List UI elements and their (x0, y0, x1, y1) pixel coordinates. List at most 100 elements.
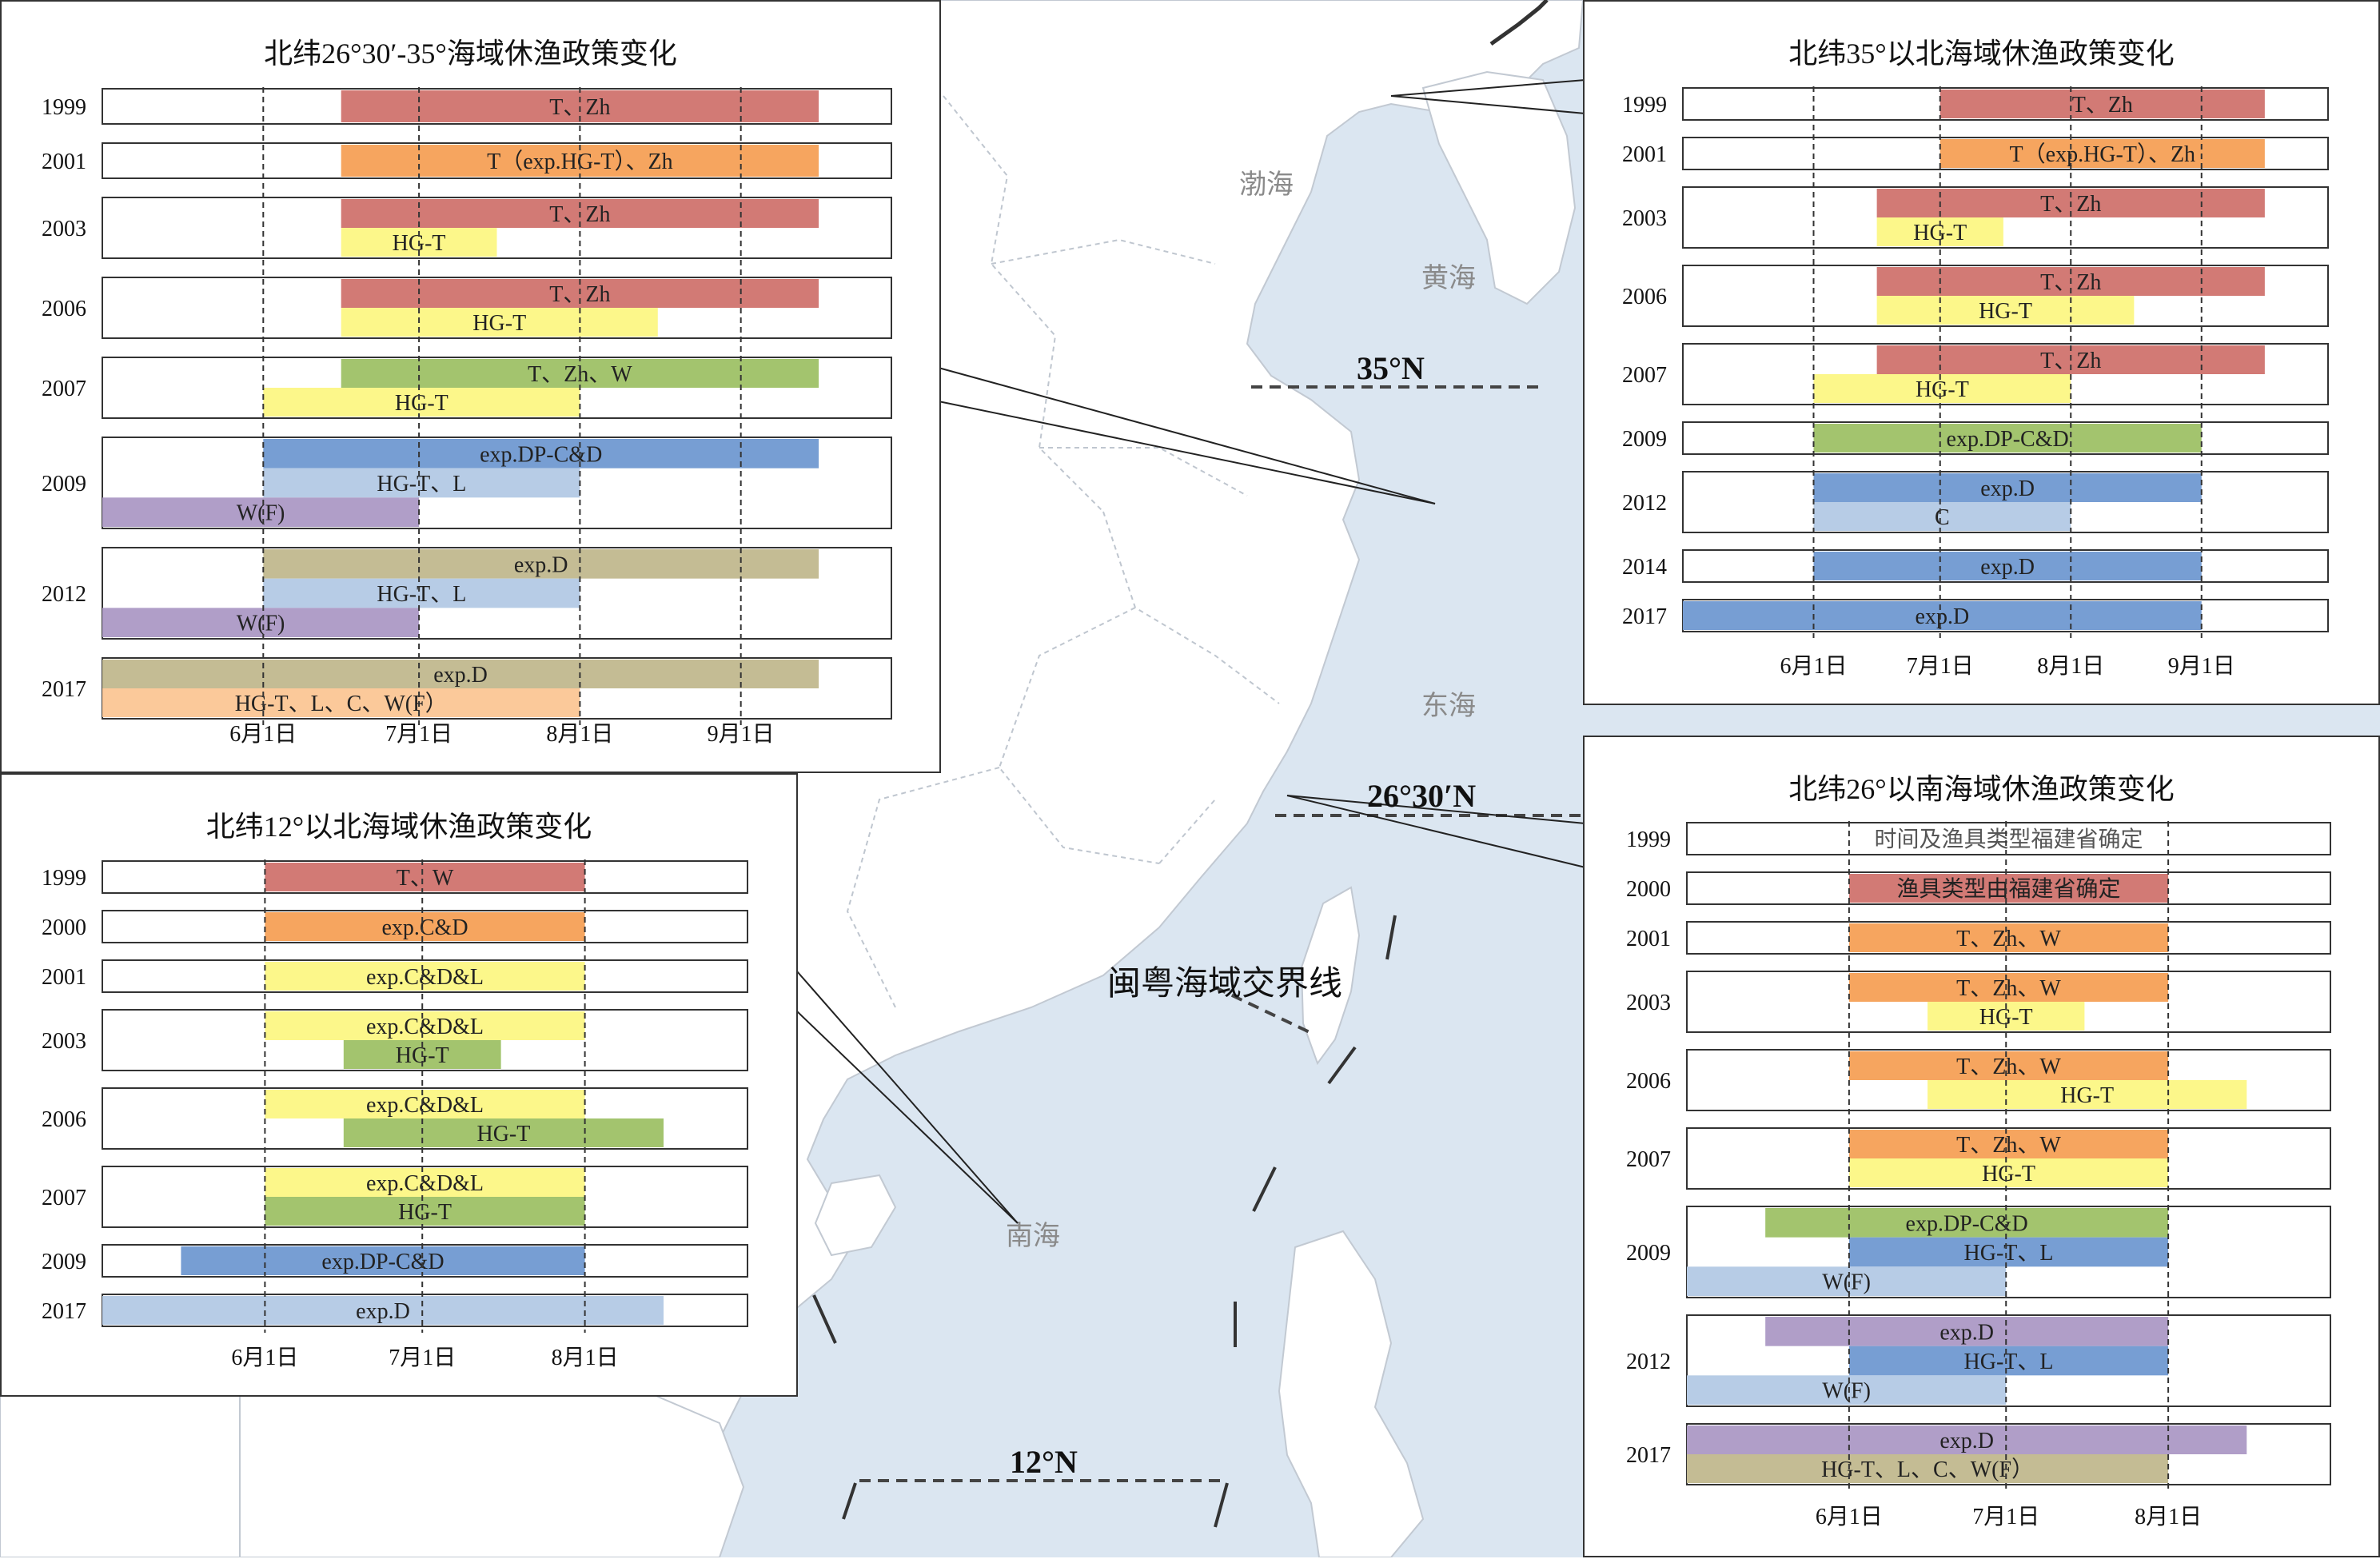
latitude-lines (859, 385, 1587, 1482)
bar-label: exp.D (1939, 1320, 1994, 1345)
bar-label: W(F) (1822, 1379, 1871, 1404)
border-label: 闽粤海域交界线 (1107, 966, 1343, 1003)
bar-label: 渔具类型由福建省确定 (1896, 876, 2120, 902)
year-label: 1999 (42, 866, 86, 891)
bar-label: T、Zh、W (1956, 927, 2061, 951)
x-tick-label: 7月1日 (389, 1346, 456, 1370)
x-tick-label: 6月1日 (1816, 1505, 1883, 1529)
bar-label: W(F) (237, 612, 285, 636)
policy-bar (265, 1168, 585, 1197)
year-label: 2007 (1622, 363, 1667, 388)
policy-bar (1687, 1266, 2007, 1296)
row-2000: exp.C&D 2000 (42, 910, 748, 943)
row-2009: exp.DP-C&D 2009 (1622, 421, 2329, 455)
bar-label: exp.DP-C&D (1906, 1211, 2028, 1236)
chart-panel-2630-35: 北纬26°30′-35°海域休渔政策变化 T、Zh 1999 T（exp.HG-T）… (0, 0, 941, 773)
row-2017: exp.D HG-T、L、C、W(F） 2017 (1626, 1423, 2331, 1485)
hainan-land (814, 1174, 897, 1257)
year-label: 2017 (1622, 604, 1667, 629)
x-tick-label: 7月1日 (1907, 654, 1974, 679)
policy-bar (263, 468, 580, 498)
year-label: 2001 (42, 965, 86, 990)
huanghai-label: 黄海 (1421, 264, 1476, 293)
bar-label: T、Zh、W (1956, 1133, 2061, 1158)
row-2012: exp.D HG-T、L W(F) 2012 (1626, 1314, 2331, 1407)
bar-label: HG-T (398, 1200, 452, 1225)
policy-bar (263, 578, 580, 608)
year-label: 2001 (42, 150, 86, 174)
policy-bar (265, 1090, 585, 1118)
bar-label: exp.C&D&L (366, 965, 484, 990)
korea-land (1421, 70, 1577, 305)
bar-label: exp.C&D (381, 915, 468, 940)
year-label: 2006 (1626, 1069, 1671, 1094)
row-1999: 时间及渔具类型福建省确定 1999 (1626, 822, 2331, 855)
row-2007: T、Zh、W HG-T 2007 (1626, 1127, 2331, 1190)
row-2001: T（exp.HG-T）、Zh 2001 (42, 142, 892, 179)
year-label: 2007 (42, 377, 86, 401)
bar-label: T、Zh (2072, 93, 2133, 118)
policy-bar (265, 962, 585, 991)
policy-bar (1939, 90, 2265, 118)
row-2017: exp.D 2017 (1622, 599, 2329, 632)
policy-bar (1848, 1346, 2169, 1376)
bar-label: W(F) (237, 501, 285, 526)
year-label: 2006 (1622, 285, 1667, 309)
row-2017: exp.D 2017 (42, 1294, 748, 1327)
year-label: 1999 (1622, 93, 1667, 118)
row-2009: exp.DP-C&D HG-T、L W(F) 2009 (42, 437, 892, 529)
bar-label: HG-T (1916, 377, 1969, 402)
bar-label: HG-T、L (1964, 1241, 2054, 1266)
bar-label: exp.D (1916, 604, 1970, 629)
policy-bar (1765, 1208, 2169, 1238)
year-label: 2006 (42, 297, 86, 321)
x-tick-label: 6月1日 (1780, 654, 1848, 679)
year-label: 2000 (42, 915, 86, 940)
row-frame (1686, 822, 2331, 855)
bar-label: W(F) (1822, 1270, 1871, 1295)
row-2001: T、Zh、W 2001 (1626, 921, 2331, 955)
maritime-dash-segments (812, 0, 1549, 1528)
chart-title: 北纬12°以北海域休渔政策变化 (205, 811, 592, 843)
policy-bar (265, 1197, 585, 1226)
bar-label: HG-T (472, 311, 526, 336)
chart-title: 北纬35°以北海域休渔政策变化 (1788, 38, 2175, 70)
bar-label: exp.C&D&L (366, 1015, 484, 1039)
policy-bar (1939, 139, 2265, 168)
bar-label: T、Zh、W (1956, 976, 2061, 1001)
policy-bar (1813, 473, 2202, 502)
bar-label: HG-T、L、C、W(F） (1821, 1457, 2034, 1482)
year-label: 2001 (1626, 927, 1671, 951)
policy-bar (181, 1246, 585, 1275)
year-label: 2009 (42, 1250, 86, 1274)
policy-bar (1687, 1454, 2169, 1483)
bar-label: HG-T、L、C、W(F） (235, 691, 448, 716)
bar-label: 时间及渔具类型福建省确定 (1874, 827, 2143, 852)
year-label: 2017 (42, 677, 86, 702)
policy-bar (1848, 1158, 2169, 1187)
row-2000: 渔具类型由福建省确定 2000 (1626, 871, 2331, 905)
policy-bar (1813, 552, 2202, 580)
row-2017: exp.D HG-T、L、C、W(F） 2017 (42, 657, 892, 720)
year-label: 1999 (42, 95, 86, 120)
row-2001: T（exp.HG-T）、Zh 2001 (1622, 137, 2329, 170)
bar-label: HG-T (1979, 299, 2032, 324)
bar-label: exp.D (1980, 476, 2035, 501)
year-label: 2009 (1622, 427, 1667, 452)
row-2014: exp.D 2014 (1622, 549, 2329, 583)
bar-label: T（exp.HG-T）、Zh (487, 149, 673, 174)
x-tick-label: 6月1日 (229, 722, 297, 747)
bar-label: exp.C&D&L (366, 1093, 484, 1118)
policy-bar (1813, 502, 2071, 531)
bar-label: exp.DP-C&D (321, 1250, 444, 1274)
policy-bar (1848, 923, 2169, 952)
row-2009: exp.DP-C&D 2009 (42, 1244, 748, 1278)
row-1999: T、Zh 1999 (1622, 87, 2329, 121)
policy-bar (1813, 424, 2202, 453)
